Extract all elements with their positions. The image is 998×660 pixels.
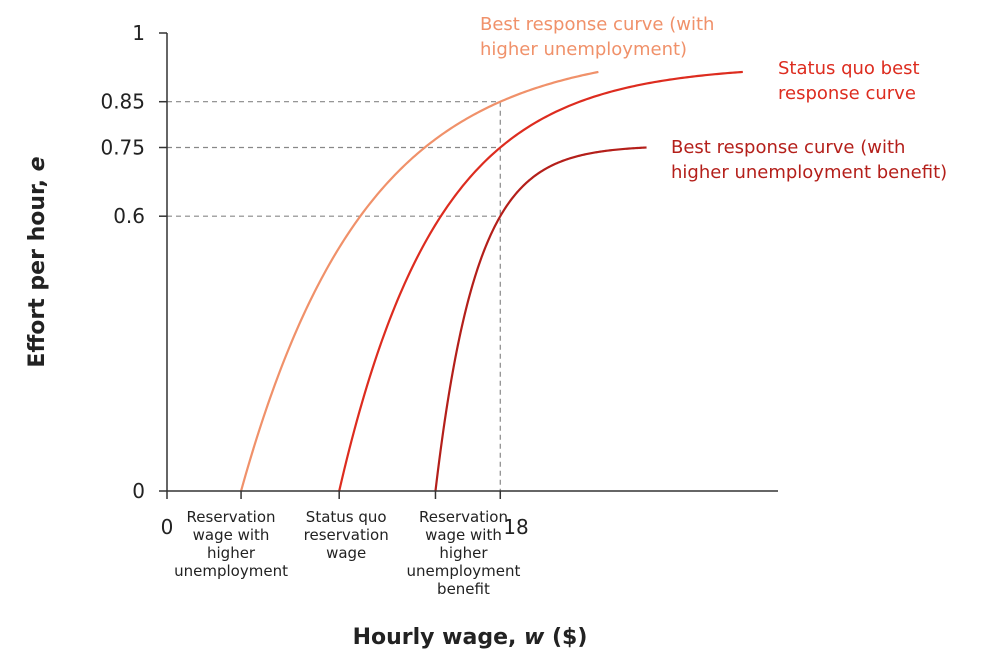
y-tick-label: 0.85 (100, 90, 145, 114)
series-label-1: Best response curve (with higher unemploy… (480, 14, 714, 60)
y-tick-label: 1 (132, 21, 145, 45)
ticks: 0 0.6 0.75 0.85 1 0 18 (100, 21, 528, 539)
x-tick-label: 18 (503, 515, 528, 539)
series-line-2 (338, 70, 743, 492)
wage-marker-label-1: Reservation wage with higher unemployment (174, 508, 288, 580)
series-label-2: Status quo best response curve (778, 58, 920, 104)
axes (166, 33, 778, 492)
wage-marker-label-2: Status quo reservation wage (304, 508, 389, 562)
y-tick-label: 0.75 (100, 136, 145, 160)
y-tick-label: 0 (132, 479, 145, 503)
curve-labels: Best response curve (with higher unemploy… (480, 14, 947, 183)
reference-lines (167, 101, 501, 491)
curves (240, 70, 743, 492)
wage-marker-label-3: Reservation wage with higher unemployment be… (407, 508, 521, 598)
x-tick-label: 0 (161, 515, 174, 539)
series-label-3: Best response curve (with higher unemploy… (671, 137, 947, 183)
x-axis-title: Hourly wage, w ($) (353, 625, 588, 650)
series-line-3 (434, 146, 647, 492)
y-tick-label: 0.6 (113, 204, 145, 228)
series-line-1 (240, 70, 599, 492)
y-axis-title: Effort per hour, e (25, 156, 50, 367)
wage-labels: Reservation wage with higher unemployment St… (174, 491, 520, 598)
